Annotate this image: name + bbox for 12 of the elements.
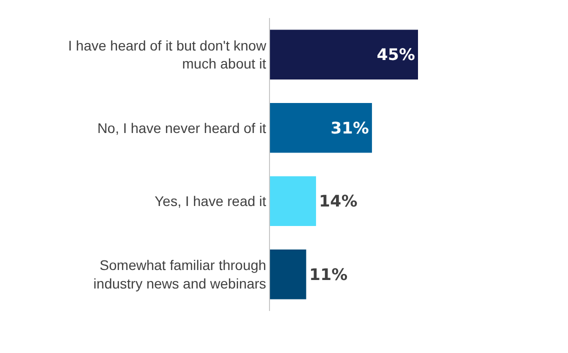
- bar: [270, 30, 418, 80]
- y-tick-label: Yes, I have read it: [154, 193, 266, 210]
- data-label: 45%: [376, 45, 415, 64]
- y-tick-label: No, I have never heard of it: [97, 120, 266, 136]
- data-label: 31%: [330, 118, 369, 138]
- bar: [270, 102, 372, 153]
- y-tick-label: Somewhat familiar through industry news and webinars: [93, 257, 266, 292]
- data-label: 14%: [319, 192, 358, 211]
- bar: [270, 176, 316, 226]
- y-tick-label: I have heard of it but don't know much about it: [68, 37, 268, 72]
- bar: [270, 249, 306, 300]
- data-label: 11%: [309, 264, 348, 284]
